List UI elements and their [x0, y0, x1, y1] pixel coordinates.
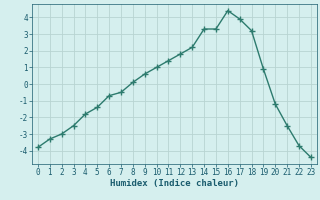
X-axis label: Humidex (Indice chaleur): Humidex (Indice chaleur) [110, 179, 239, 188]
